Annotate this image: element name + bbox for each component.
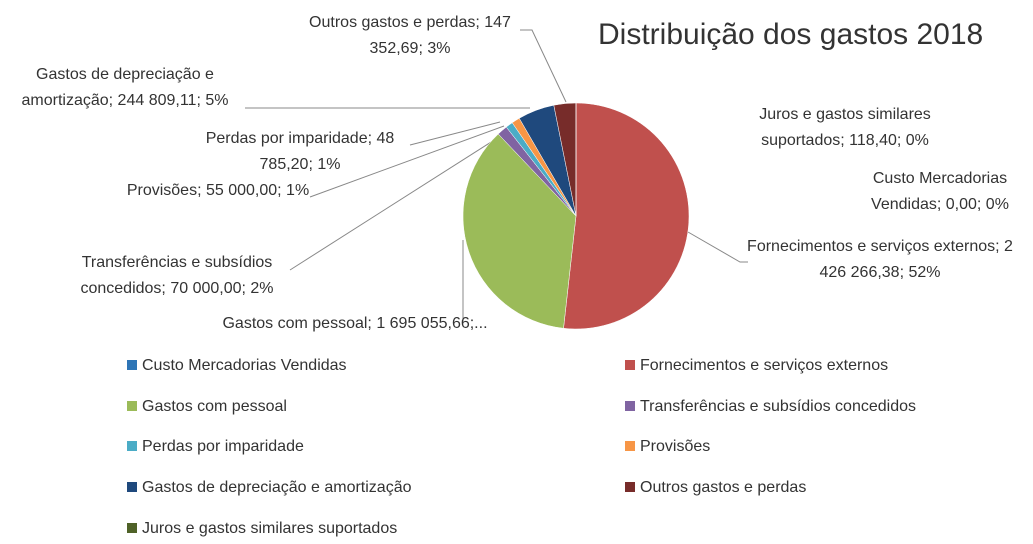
legend-label: Juros e gastos similares suportados <box>142 519 398 537</box>
legend-item: Provisões <box>625 438 710 456</box>
pie-slice <box>563 102 690 330</box>
data-label: Gastos com pessoal; 1 695 055,66;... <box>222 315 488 332</box>
legend-swatch <box>625 441 635 452</box>
legend-label: Custo Mercadorias Vendidas <box>142 357 347 374</box>
legend-swatch <box>127 482 137 493</box>
legend-swatch <box>127 400 137 411</box>
legend-label: Provisões <box>640 438 711 456</box>
leader-lines <box>245 29 748 322</box>
legend-item: Fornecimentos e serviços externos <box>625 357 888 375</box>
legend-item: Outros gastos e perdas <box>625 479 806 497</box>
data-label: Fornecimentos e serviços externos; 2 426… <box>747 238 1013 281</box>
legend-swatch <box>127 522 137 533</box>
legend-label: Gastos com pessoal <box>142 397 287 415</box>
legend-label: Gastos de depreciação e amortização <box>142 479 412 497</box>
legend-label: Perdas por imparidade <box>142 438 304 456</box>
legend-swatch <box>127 360 137 370</box>
legend-item: Perdas por imparidade <box>127 438 304 456</box>
data-label: Outros gastos e perdas; 147 352,69; 3% <box>309 14 511 57</box>
legend-item: Gastos com pessoal <box>127 398 287 416</box>
data-label: Perdas por imparidade; 48 785,20; 1% <box>205 130 395 173</box>
legend-item: Custo Mercadorias Vendidas <box>127 357 347 375</box>
data-label: Transferências e subsídios concedidos; 7… <box>80 254 274 297</box>
data-label: Provisões; 55 000,00; 1% <box>126 182 310 199</box>
chart-title: Distribuição dos gastos 2018 <box>598 18 984 51</box>
legend-label: Transferências e subsídios concedidos <box>640 397 916 415</box>
legend-label: Outros gastos e perdas <box>640 479 807 497</box>
legend-item: Juros e gastos similares suportados <box>127 520 397 538</box>
data-label: Custo Mercadorias Vendidas; 0,00; 0% <box>871 170 1009 213</box>
legend-swatch <box>127 441 137 452</box>
legend-item: Transferências e subsídios concedidos <box>625 398 916 416</box>
legend-swatch <box>625 360 635 370</box>
legend-swatch <box>625 400 635 411</box>
data-label: Juros e gastos similares suportados; 118… <box>759 106 931 149</box>
legend-label: Fornecimentos e serviços externos <box>640 357 889 374</box>
legend-swatch <box>625 482 635 493</box>
data-label: Gastos de depreciação e amortização; 244… <box>21 66 229 109</box>
pie-slice <box>462 133 577 329</box>
legend-item: Gastos de depreciação e amortização <box>127 479 411 497</box>
